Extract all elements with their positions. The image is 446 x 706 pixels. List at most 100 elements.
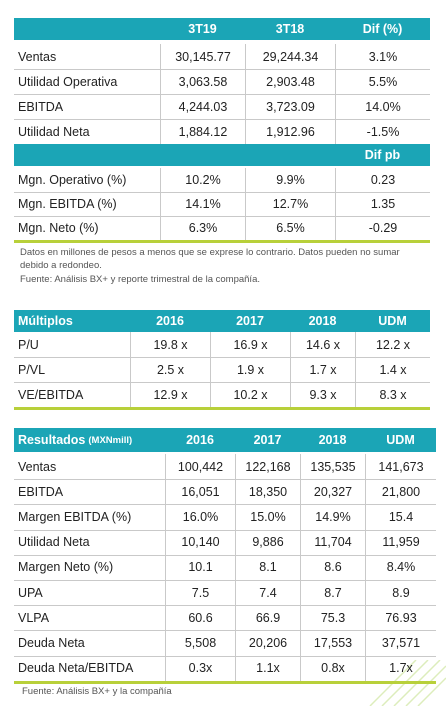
cell: 14.1% [160,192,245,216]
cell: 37,571 [365,630,436,656]
rule [14,680,436,684]
cell: 15.4 [365,504,436,530]
row-label: P/VL [18,362,46,377]
header-cell: 2018 [300,428,365,452]
cell: 1.4 x [355,357,430,382]
cell: 10.2 x [210,382,290,407]
row-divider [14,605,436,607]
row-label: Utilidad Neta [18,124,90,139]
header-cell: 2016 [130,310,210,332]
cell: 10.2% [160,168,245,192]
cell: 16,051 [165,479,235,505]
cell: 1.9 x [210,357,290,382]
cell: 1.1x [235,655,300,681]
row-divider [14,357,430,358]
row-divider [14,529,436,531]
cell: 8.9 [365,580,436,606]
cell: 8.3 x [355,382,430,407]
cell: 8.1 [235,554,300,580]
header-cell: 2017 [210,310,290,332]
cell: 21,800 [365,479,436,505]
row-label: Deuda Neta/EBITDA [18,661,134,676]
header-cell: UDM [365,428,436,452]
cell: 7.5 [165,580,235,606]
cell: 19.8 x [130,332,210,357]
row-divider [14,655,436,657]
row-label: Mgn. Neto (%) [18,221,99,235]
cell: 10.1 [165,554,235,580]
row-label: Utilidad Operativa [18,74,118,89]
cell: 16.0% [165,504,235,530]
header-band [14,144,430,166]
row-divider [14,94,430,95]
row-divider [14,504,436,506]
cell: 75.3 [300,605,365,631]
cell: 1,884.12 [160,119,245,144]
header-cell: Dif (%) [335,18,430,40]
cell: 15.0% [235,504,300,530]
row-label: EBITDA [18,484,64,499]
cell: 3,723.09 [245,94,335,119]
header-cell: UDM [355,310,430,332]
header-cell: 2016 [165,428,235,452]
cell: 11,959 [365,529,436,555]
row-label: VLPA [18,610,50,625]
cell: 3,063.58 [160,69,245,94]
cell: 2,903.48 [245,69,335,94]
row-label: Deuda Neta [18,635,85,650]
cell: 135,535 [300,454,365,480]
cell: 20,206 [235,630,300,656]
cell: 12.9 x [130,382,210,407]
cell: 66.9 [235,605,300,631]
row-divider [14,580,436,581]
cell: 60.6 [165,605,235,631]
header-cell: Resultados (MXNmill) [14,428,165,452]
cell: 18,350 [235,479,300,505]
cell: 4,244.03 [160,94,245,119]
header-cell: Dif pb [335,144,430,166]
cell: 1.7x [365,655,436,681]
cell: 14.6 x [290,332,355,357]
cell: 9.9% [245,168,335,192]
cell: 76.93 [365,605,436,631]
row-label: Mgn. EBITDA (%) [18,197,117,211]
cell: 5.5% [335,69,430,94]
cell: 14.0% [335,94,430,119]
cell: 141,673 [365,454,436,480]
row-label: EBITDA [18,99,64,114]
cell: 12.7% [245,192,335,216]
cell: 16.9 x [210,332,290,357]
cell: 5,508 [165,630,235,656]
cell: 1,912.96 [245,119,335,144]
cell: 8.7 [300,580,365,606]
header-cell: 2017 [235,428,300,452]
cell: 20,327 [300,479,365,505]
row-label: UPA [18,585,43,600]
row-divider [14,119,430,120]
cell: 1.35 [335,192,430,216]
header-cell: 3T19 [160,18,245,40]
note: Datos en millones de pesos a menos que s… [20,247,400,271]
row-label: Mgn. Operativo (%) [18,173,127,187]
cell: 10,140 [165,529,235,555]
source: Fuente: Análisis BX+ y reporte trimestra… [20,274,260,285]
row-label: Margen Neto (%) [18,560,114,575]
cell: 11,704 [300,529,365,555]
cell: 8.6 [300,554,365,580]
cell: 29,244.34 [245,44,335,69]
row-divider [14,554,436,556]
rule [14,407,430,410]
cell: 30,145.77 [160,44,245,69]
cell: -0.29 [335,216,430,240]
cell: 122,168 [235,454,300,480]
cell: 9.3 x [290,382,355,407]
header-cell: 2018 [290,310,355,332]
row-label: Ventas [18,49,57,64]
cell: 0.23 [335,168,430,192]
cell: 1.7 x [290,357,355,382]
cell: 14.9% [300,504,365,530]
cell: 9,886 [235,529,300,555]
row-label: VE/EBITDA [18,387,84,402]
cell: 100,442 [165,454,235,480]
